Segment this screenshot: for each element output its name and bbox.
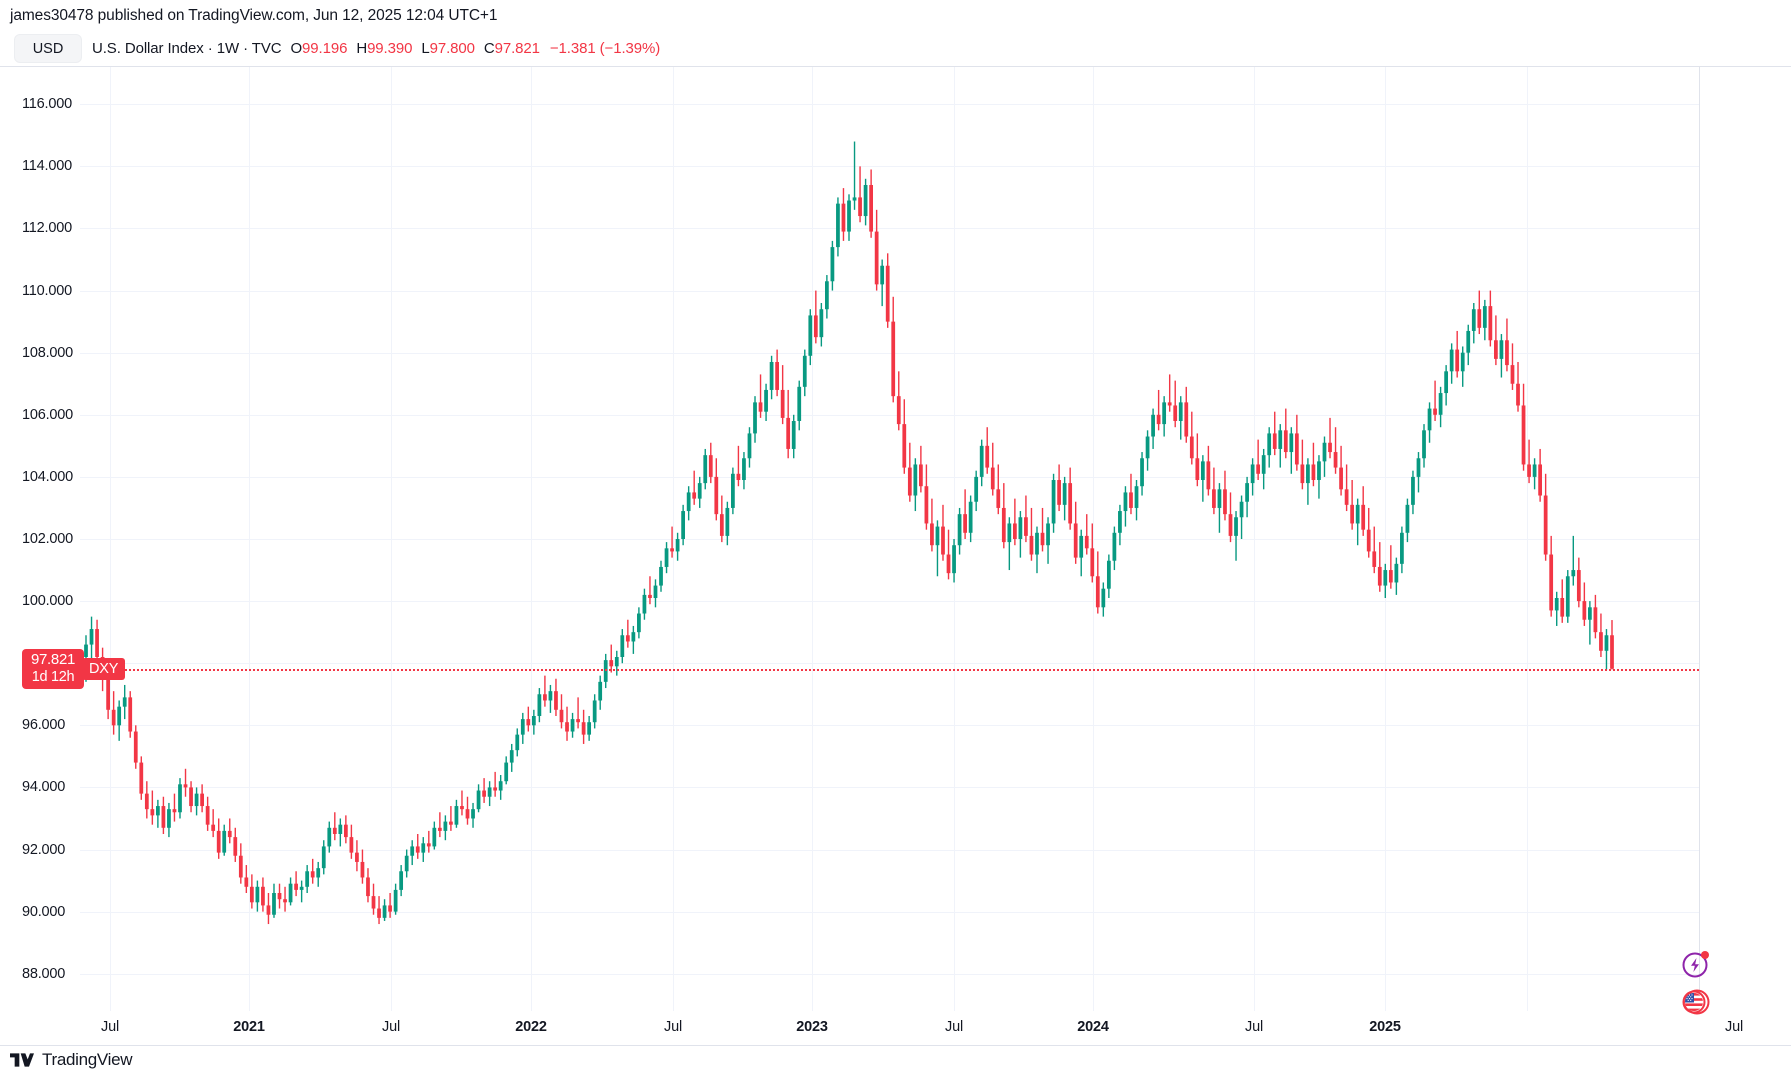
price-axis[interactable] (1700, 67, 1791, 1011)
ohlc-open: O99.196 (290, 40, 347, 57)
time-axis[interactable]: Jul 2021 Jul 2022 Jul 2023 Jul 2024 Jul 2025 Jul (0, 1010, 1791, 1046)
low-key: L (421, 40, 430, 57)
ohlc-close: C97.821 (484, 40, 540, 57)
horizontal-gridline (80, 725, 1699, 727)
horizontal-gridline (80, 849, 1699, 851)
ohlc-high: H99.390 (356, 40, 412, 57)
us-flag-badge-icon[interactable] (1680, 986, 1712, 1018)
vertical-gridline (1093, 67, 1094, 1011)
time-axis-tick: Jul (1725, 1019, 1743, 1035)
price-axis-tick: 100.000 (22, 593, 74, 610)
vertical-gridline (1254, 67, 1255, 1011)
chart-pane[interactable]: 88.000 90.000 92.000 94.000 96.000 100.000 102… (0, 67, 1700, 1011)
price-axis-tick: 106.000 (22, 406, 74, 423)
vertical-gridline (110, 67, 111, 1011)
horizontal-gridline (80, 539, 1699, 540)
lightning-badge-icon[interactable] (1680, 948, 1712, 980)
price-axis-tick: 104.000 (22, 468, 74, 485)
candlestick-series (84, 141, 1614, 925)
price-axis-tick: 96.000 (22, 717, 66, 734)
vertical-gridline (249, 67, 250, 1011)
vertical-gridline (531, 67, 532, 1011)
price-axis-tick: 88.000 (22, 965, 66, 982)
price-axis-tick: 102.000 (22, 531, 74, 547)
horizontal-gridline (80, 228, 1699, 230)
vertical-gridline (391, 67, 392, 1011)
publish-attribution: james30478 published on TradingView.com,… (10, 7, 498, 24)
current-price-value: 97.821 (30, 651, 76, 669)
time-axis-tick: 2021 (233, 1019, 265, 1035)
horizontal-gridline (80, 663, 1699, 665)
price-change: −1.381 (−1.39%) (549, 40, 661, 57)
time-axis-tick: Jul (945, 1019, 963, 1035)
tradingview-wordmark: TradingView (42, 1050, 133, 1069)
horizontal-gridline (80, 352, 1699, 354)
time-axis-tick: Jul (1245, 1019, 1263, 1035)
horizontal-gridline (80, 911, 1699, 913)
price-axis-tick: 114.000 (22, 158, 72, 175)
bar-countdown: 1d 12h (31, 669, 75, 686)
horizontal-gridline (80, 476, 1699, 478)
chart-frame: 88.000 90.000 92.000 94.000 96.000 100.000 102… (0, 66, 1791, 1011)
horizontal-gridline (80, 166, 1699, 168)
time-axis-tick: 2024 (1077, 1019, 1109, 1035)
high-value: 99.390 (367, 40, 413, 57)
vertical-gridline (673, 67, 674, 1011)
time-axis-tick: Jul (382, 1019, 400, 1035)
vertical-gridline (1385, 67, 1386, 1011)
horizontal-gridline (80, 601, 1699, 603)
ohlc-low: L97.800 (421, 40, 475, 57)
floating-badges (1680, 948, 1712, 1018)
price-axis-tick: 90.000 (22, 903, 66, 920)
price-axis-tick: 112.000 (22, 220, 72, 237)
price-axis-tick: 116.000 (22, 96, 72, 113)
close-value: 97.821 (494, 40, 540, 57)
legend-text: U.S. Dollar Index · 1W · TVC O99.196 H99… (92, 32, 660, 65)
price-axis-tick: 92.000 (22, 841, 66, 858)
price-axis-tick: 108.000 (22, 344, 74, 361)
symbol-tag[interactable]: DXY (82, 657, 126, 680)
time-axis-tick: Jul (664, 1019, 682, 1035)
horizontal-gridline (80, 104, 1699, 106)
vertical-gridline (1527, 67, 1528, 1011)
open-value: 99.196 (302, 40, 348, 57)
time-axis-tick: 2025 (1369, 1019, 1401, 1035)
symbol-description[interactable]: U.S. Dollar Index · 1W · TVC (92, 40, 282, 57)
horizontal-gridline (80, 414, 1699, 416)
close-key: C (483, 40, 495, 57)
high-key: H (356, 40, 368, 57)
open-key: O (290, 40, 303, 57)
tradingview-footer[interactable]: TradingView (10, 1050, 133, 1070)
vertical-gridline (812, 67, 813, 1011)
horizontal-gridline (80, 973, 1699, 975)
horizontal-gridline (80, 787, 1699, 789)
tradingview-logo-icon (10, 1053, 34, 1067)
currency-button[interactable]: USD (14, 34, 82, 63)
current-price-badge[interactable]: 97.821 1d 12h (22, 648, 84, 689)
current-price-line (80, 668, 1699, 671)
low-value: 97.800 (429, 40, 475, 57)
chart-legend-row: USD U.S. Dollar Index · 1W · TVC O99.196… (0, 32, 1791, 65)
time-axis-tick: Jul (101, 1019, 119, 1035)
price-axis-tick: 110.000 (22, 282, 72, 299)
price-axis-tick: 94.000 (22, 779, 66, 796)
time-axis-tick: 2022 (515, 1019, 547, 1035)
time-axis-tick: 2023 (796, 1019, 828, 1035)
